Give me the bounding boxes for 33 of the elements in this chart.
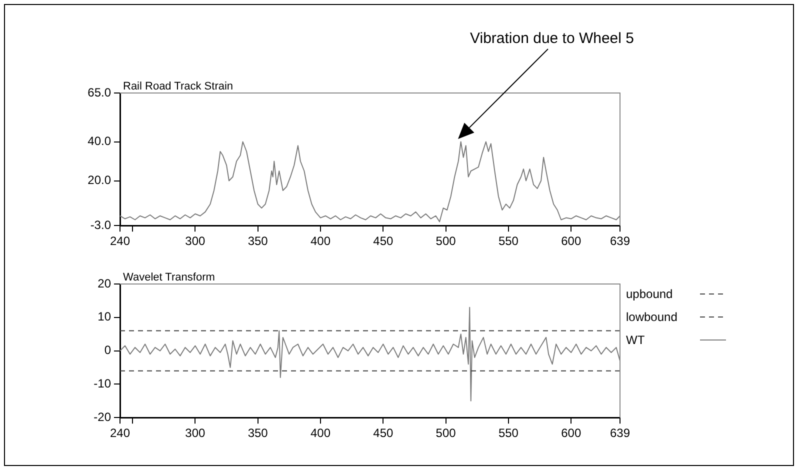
y-tick-label: -10: [94, 376, 112, 391]
x-tick-label: 639: [610, 426, 630, 440]
legend-label: upbound: [626, 286, 674, 300]
x-tick-label: 400: [310, 234, 331, 248]
x-tick-label: 550: [498, 426, 519, 440]
y-tick-label: 40.0: [88, 134, 112, 148]
x-tick-label: 600: [561, 234, 582, 248]
x-tick-label: 600: [561, 426, 582, 440]
y-tick-label: 65.0: [88, 85, 112, 100]
x-tick-label: 450: [373, 234, 394, 248]
x-tick-label: 639: [610, 234, 630, 248]
y-tick-label: 20: [98, 276, 112, 290]
y-tick-label: 10: [98, 310, 112, 324]
series-label: WT: [626, 332, 646, 346]
chart-title: Wavelet Transform: [123, 272, 215, 284]
x-tick-label: 500: [436, 426, 456, 440]
x-tick-label: 550: [498, 234, 519, 248]
y-tick-label: 0: [104, 343, 112, 358]
y-tick-label: -20: [94, 410, 112, 424]
x-tick-label: 500: [436, 234, 456, 248]
x-tick-label: 300: [185, 426, 206, 440]
x-tick-label: 350: [248, 234, 268, 248]
x-tick-label: 450: [373, 426, 394, 440]
legend-label: lowbound: [626, 310, 678, 324]
x-tick-label: 240: [110, 234, 130, 248]
x-tick-label: 300: [185, 234, 206, 248]
y-tick-label: -3.0: [90, 218, 112, 232]
x-tick-label: 240: [110, 426, 130, 440]
chart-title: Rail Road Track Strain: [123, 80, 234, 93]
y-tick-label: 20.0: [88, 173, 112, 188]
x-tick-label: 350: [248, 426, 268, 440]
text: Vibration due to Wheel 5: [470, 30, 634, 47]
x-tick-label: 400: [310, 426, 331, 440]
